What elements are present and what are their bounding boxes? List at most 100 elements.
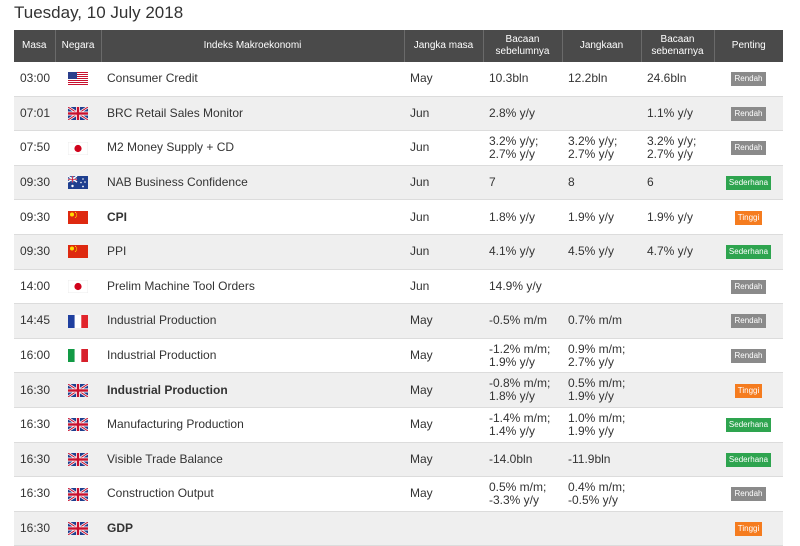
country-cell — [55, 130, 101, 166]
country-cell — [55, 62, 101, 97]
indicator-cell: Industrial Production — [101, 303, 404, 339]
au-flag-icon — [68, 176, 88, 190]
uk-flag-icon — [68, 487, 88, 501]
importance-cell: Rendah — [714, 303, 783, 339]
time-cell: 16:30 — [14, 372, 55, 408]
forecast-cell: 4.5% y/y — [562, 234, 641, 270]
importance-cell: Rendah — [714, 62, 783, 97]
table-row[interactable]: 07:01 BRC Retail Sales Monitor Jun 2.8% y/y… — [14, 96, 783, 132]
jp-flag-icon — [68, 141, 88, 155]
time-cell: 16:00 — [14, 338, 55, 374]
time-cell: 16:30 — [14, 442, 55, 478]
previous-cell: -1.2% m/m; 1.9% y/y — [483, 338, 562, 374]
table-row[interactable]: 09:30 PPI Jun 4.1% y/y 4.5% y/y 4.7% y/y Seder… — [14, 234, 783, 270]
time-cell: 14:45 — [14, 303, 55, 339]
country-cell — [55, 476, 101, 512]
previous-cell: 3.2% y/y; 2.7% y/y — [483, 130, 562, 166]
importance-cell: Tinggi — [714, 199, 783, 235]
period-cell: May — [404, 372, 483, 408]
period-cell: Jun — [404, 269, 483, 305]
forecast-cell — [562, 511, 641, 546]
table-row[interactable]: 16:30 Visible Trade Balance May -14.0bln -11… — [14, 442, 783, 478]
importance-cell: Tinggi — [714, 511, 783, 546]
importance-badge: Sederhana — [725, 176, 772, 191]
period-cell — [404, 511, 483, 546]
forecast-cell — [562, 96, 641, 132]
forecast-cell: 3.2% y/y; 2.7% y/y — [562, 130, 641, 166]
previous-cell: 14.9% y/y — [483, 269, 562, 305]
importance-badge: Rendah — [731, 141, 766, 156]
col-header-indicator[interactable]: Indeks Makroekonomi — [101, 30, 405, 62]
table-row[interactable]: 14:00 Prelim Machine Tool Orders Jun 14.9% … — [14, 269, 783, 305]
col-header-period[interactable]: Jangka masa — [404, 30, 484, 62]
country-cell — [55, 199, 101, 235]
importance-badge: Rendah — [731, 487, 766, 502]
country-cell — [55, 442, 101, 478]
time-cell: 03:00 — [14, 62, 55, 97]
actual-cell: 4.7% y/y — [641, 234, 714, 270]
uk-flag-icon — [68, 107, 88, 121]
importance-cell: Sederhana — [714, 165, 783, 201]
forecast-cell: 1.0% m/m; 1.9% y/y — [562, 407, 641, 443]
table-row[interactable]: 07:50 M2 Money Supply + CD Jun 3.2% y/y; 2.7… — [14, 130, 783, 166]
actual-cell: 3.2% y/y; 2.7% y/y — [641, 130, 714, 166]
previous-cell: -14.0bln — [483, 442, 562, 478]
uk-flag-icon — [68, 522, 88, 536]
importance-cell: Sederhana — [714, 407, 783, 443]
forecast-cell: 1.9% y/y — [562, 199, 641, 235]
actual-cell — [641, 269, 714, 305]
importance-badge: Rendah — [731, 106, 766, 121]
importance-badge: Sederhana — [725, 245, 772, 260]
table-body: 03:00 Consumer Credit May 10.3bln 12.2bln 24.… — [14, 62, 783, 546]
time-cell: 09:30 — [14, 234, 55, 270]
forecast-cell: 0.5% m/m; 1.9% y/y — [562, 372, 641, 408]
actual-cell — [641, 372, 714, 408]
period-cell: Jun — [404, 130, 483, 166]
indicator-cell: GDP — [101, 511, 404, 546]
importance-badge: Sederhana — [725, 452, 772, 467]
time-cell: 07:50 — [14, 130, 55, 166]
col-header-importance[interactable]: Penting — [714, 30, 783, 62]
indicator-cell: M2 Money Supply + CD — [101, 130, 404, 166]
col-header-previous[interactable]: Bacaan sebelumnya — [483, 30, 563, 62]
previous-cell: 0.5% m/m; -3.3% y/y — [483, 476, 562, 512]
economic-calendar-table: Masa Negara Indeks Makroekonomi Jangka m… — [14, 30, 783, 546]
actual-cell: 24.6bln — [641, 62, 714, 97]
table-row[interactable]: 16:30 Industrial Production May -0.8% m/m; 1… — [14, 372, 783, 408]
previous-cell: 10.3bln — [483, 62, 562, 97]
previous-cell: 1.8% y/y — [483, 199, 562, 235]
col-header-time[interactable]: Masa — [14, 30, 56, 62]
time-cell: 16:30 — [14, 476, 55, 512]
importance-badge: Tinggi — [734, 383, 763, 398]
table-row[interactable]: 16:00 Industrial Production May -1.2% m/m; 1… — [14, 338, 783, 374]
previous-cell: -0.5% m/m — [483, 303, 562, 339]
indicator-cell: Consumer Credit — [101, 62, 404, 97]
table-row[interactable]: 16:30 Construction Output May 0.5% m/m; -3.3… — [14, 476, 783, 512]
forecast-cell: 12.2bln — [562, 62, 641, 97]
importance-badge: Rendah — [731, 314, 766, 329]
cn-flag-icon — [68, 245, 88, 259]
importance-cell: Rendah — [714, 130, 783, 166]
actual-cell — [641, 511, 714, 546]
col-header-country[interactable]: Negara — [55, 30, 102, 62]
table-row[interactable]: 09:30 NAB Business Confidence Jun 7 8 6 Sederh… — [14, 165, 783, 201]
table-row[interactable]: 16:30 GDP Tinggi — [14, 511, 783, 546]
importance-cell: Rendah — [714, 96, 783, 132]
country-cell — [55, 407, 101, 443]
table-row[interactable]: 09:30 CPI Jun 1.8% y/y 1.9% y/y 1.9% y/y Tingg… — [14, 199, 783, 235]
col-header-actual[interactable]: Bacaan sebenarnya — [641, 30, 715, 62]
fr-flag-icon — [68, 314, 88, 328]
indicator-cell: NAB Business Confidence — [101, 165, 404, 201]
actual-cell — [641, 442, 714, 478]
time-cell: 16:30 — [14, 407, 55, 443]
forecast-cell: 0.9% m/m; 2.7% y/y — [562, 338, 641, 374]
it-flag-icon — [68, 349, 88, 363]
time-cell: 07:01 — [14, 96, 55, 132]
actual-cell: 1.1% y/y — [641, 96, 714, 132]
uk-flag-icon — [68, 452, 88, 466]
table-row[interactable]: 14:45 Industrial Production May -0.5% m/m 0.… — [14, 303, 783, 339]
table-row[interactable]: 16:30 Manufacturing Production May -1.4% m/… — [14, 407, 783, 443]
table-row[interactable]: 03:00 Consumer Credit May 10.3bln 12.2bln 24.… — [14, 62, 783, 97]
col-header-forecast[interactable]: Jangkaan — [562, 30, 642, 62]
forecast-cell: 0.4% m/m; -0.5% y/y — [562, 476, 641, 512]
